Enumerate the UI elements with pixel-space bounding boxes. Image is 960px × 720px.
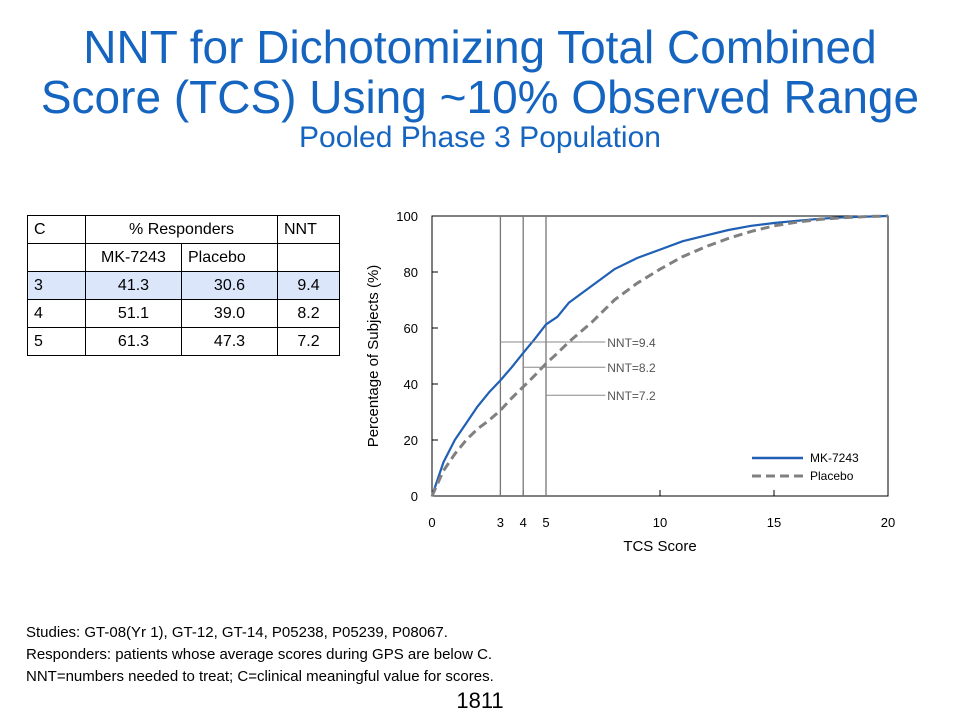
footnote-studies: Studies: GT-08(Yr 1), GT-12, GT-14, P052…: [26, 624, 448, 641]
cell-mk7243: 61.3: [85, 327, 182, 356]
x-tick-label: 15: [767, 515, 781, 530]
y-tick-label: 100: [396, 209, 418, 224]
cell-placebo: 30.6: [181, 271, 278, 300]
cell-c: 4: [27, 299, 86, 328]
table-row: 4 51.1 39.0 8.2: [27, 299, 340, 328]
x-tick-label: 20: [881, 515, 895, 530]
series-line-mk-7243: [430, 214, 889, 497]
header-c: C: [27, 215, 86, 244]
table-row: 5 61.3 47.3 7.2: [27, 327, 340, 356]
title-line-1: NNT for Dichotomizing Total Combined: [83, 21, 877, 73]
x-tick-label: 10: [653, 515, 667, 530]
y-tick-label: 40: [404, 377, 418, 392]
series-line-placebo: [430, 214, 889, 497]
subheader-mk7243: MK-7243: [85, 243, 182, 272]
table-row: 3 41.3 30.6 9.4: [27, 271, 340, 300]
cell-placebo: 47.3: [181, 327, 278, 356]
page-number: 1811: [456, 688, 504, 713]
legend-label: Placebo: [810, 469, 854, 483]
subheader-placebo: Placebo: [181, 243, 278, 272]
slide-title: NNT for Dichotomizing Total Combined Sco…: [0, 22, 960, 122]
slide-subtitle: Pooled Phase 3 Population: [299, 121, 661, 154]
cell-mk7243: 41.3: [85, 271, 182, 300]
title-line-2: Score (TCS) Using ~10% Observed Range: [40, 71, 920, 123]
y-tick-label: 60: [404, 321, 418, 336]
annotation-label: NNT=7.2: [607, 389, 656, 403]
cumulative-response-chart: Percentage of Subjects (%) TCS Score 0 20…: [365, 209, 895, 555]
subheader-empty-nnt: [277, 243, 340, 272]
legend-label: MK-7243: [810, 451, 859, 465]
y-tick-label: 80: [404, 265, 418, 280]
subheader-empty-c: [27, 243, 86, 272]
x-tick-label: 4: [520, 515, 527, 530]
y-tick-label: 20: [404, 433, 418, 448]
table-subheader-row: MK-7243 Placebo: [27, 243, 340, 272]
y-tick-label: 0: [411, 489, 418, 504]
table-header-row: C % Responders NNT: [27, 215, 340, 244]
x-tick-label: 0: [428, 515, 435, 530]
footnote-nnt: NNT=numbers needed to treat; C=clinical …: [26, 668, 494, 685]
cell-c: 3: [27, 271, 86, 300]
x-axis-label: TCS Score: [623, 538, 696, 555]
footnotes: Studies: GT-08(Yr 1), GT-12, GT-14, P052…: [26, 622, 494, 688]
cell-nnt: 9.4: [277, 271, 340, 300]
x-tick-label: 3: [497, 515, 504, 530]
header-nnt: NNT: [277, 215, 340, 244]
header-responders: % Responders: [85, 215, 278, 244]
footnote-responders: Responders: patients whose average score…: [26, 646, 493, 663]
annotation-label: NNT=9.4: [607, 336, 656, 350]
cell-nnt: 7.2: [277, 327, 340, 356]
cell-mk7243: 51.1: [85, 299, 182, 328]
cell-nnt: 8.2: [277, 299, 340, 328]
plot-area: 0 20 40 60 80 100 0 3 4 5 10 15 20 NNT=9.4 NNT=8.2 NNT=…: [396, 209, 895, 530]
annotation-label: NNT=8.2: [607, 361, 656, 375]
y-axis-label: Percentage of Subjects (%): [365, 265, 382, 448]
x-tick-label: 5: [542, 515, 549, 530]
responders-table: C % Responders NNT MK-7243 Placebo 3 41.…: [27, 215, 340, 356]
cell-placebo: 39.0: [181, 299, 278, 328]
cell-c: 5: [27, 327, 86, 356]
